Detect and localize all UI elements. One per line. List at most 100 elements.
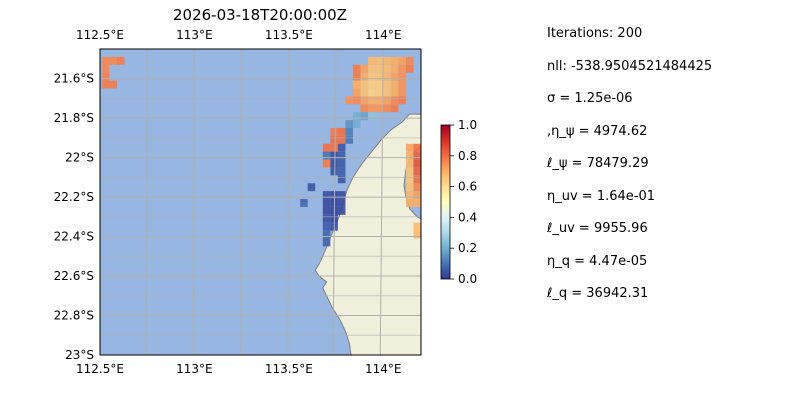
- heat-cell: [405, 56, 414, 65]
- heat-cell: [337, 206, 346, 215]
- heat-cell: [368, 88, 376, 97]
- heat-cell: [390, 88, 399, 97]
- heat-cell: [337, 143, 346, 152]
- heat-cell: [360, 104, 369, 113]
- x-tick-labels-bottom: 112.5°E 113°E 113.5°E 114°E: [76, 362, 401, 376]
- heat-cell: [101, 80, 110, 89]
- chart-title: 2026-03-18T20:00:00Z: [173, 6, 347, 24]
- heat-cell: [383, 96, 391, 105]
- y-tick-label: 21.6°S: [54, 72, 94, 86]
- heat-cell: [405, 199, 414, 207]
- y-tick-label: 22°S: [65, 151, 94, 165]
- heat-cell: [398, 72, 406, 81]
- heat-cell: [413, 143, 421, 152]
- heat-cell: [345, 127, 354, 136]
- heat-cell: [413, 175, 421, 184]
- heat-cell: [322, 199, 331, 207]
- heat-cell: [322, 230, 331, 239]
- meridian-line: [332, 48, 337, 356]
- heat-cell: [383, 72, 391, 81]
- heat-cell: [390, 96, 399, 105]
- heat-cell: [375, 72, 384, 81]
- x-tick-label-bottom: 113.5°E: [265, 362, 313, 376]
- y-tick-label: 22.4°S: [54, 230, 94, 244]
- heat-cell: [322, 151, 331, 160]
- heat-cell: [330, 167, 338, 176]
- heat-cell: [322, 206, 331, 215]
- heat-cell: [375, 88, 384, 97]
- meridian-line: [379, 48, 384, 356]
- heat-cell: [375, 80, 384, 89]
- heat-cell: [322, 143, 331, 152]
- colorbar: 0.0 0.2 0.4 0.6 0.8 1.0: [440, 118, 477, 286]
- heat-cell: [413, 191, 421, 200]
- colorbar-tick-label: 0.6: [458, 180, 477, 194]
- heat-cell: [322, 159, 331, 168]
- heat-cell: [405, 175, 414, 184]
- heat-cell: [413, 167, 421, 176]
- stat-nll: nll: -538.9504521484425: [547, 58, 713, 74]
- heat-cell: [330, 135, 338, 144]
- meridian-line: [240, 48, 243, 356]
- x-tick-label-bottom: 112.5°E: [76, 362, 124, 376]
- heat-cell: [375, 96, 384, 105]
- y-tick-label: 21.8°S: [54, 111, 94, 125]
- heat-cell: [322, 191, 331, 200]
- heat-cell: [375, 64, 384, 73]
- heat-cell: [398, 56, 406, 65]
- heat-cell: [368, 80, 376, 89]
- heat-cell: [383, 104, 391, 113]
- heat-cell: [390, 56, 399, 65]
- x-tick-label-top: 114°E: [365, 28, 402, 42]
- heat-cell: [330, 159, 338, 168]
- heat-cell: [375, 56, 384, 65]
- meridian-line: [192, 48, 195, 356]
- heat-cell: [413, 151, 421, 160]
- heat-cell: [353, 80, 361, 89]
- heat-cell: [360, 112, 369, 121]
- y-tick-label: 22.8°S: [54, 309, 94, 323]
- stat-sigma: σ = 1.25e-06: [547, 91, 633, 106]
- y-tick-label: 22.2°S: [54, 190, 94, 204]
- stat-eta-psi: ,η_ψ = 4974.62: [547, 123, 648, 139]
- heat-cell: [300, 199, 308, 207]
- fit-statistics-panel: Iterations: 200 nll: -538.9504521484425 …: [547, 18, 712, 311]
- heat-cell: [353, 88, 361, 97]
- heat-cell: [109, 80, 117, 89]
- heat-cell: [330, 143, 338, 152]
- meridian-line: [145, 48, 148, 356]
- heat-cell: [398, 96, 406, 105]
- heat-cell: [413, 222, 421, 231]
- heat-cell: [322, 214, 331, 223]
- heat-cell: [345, 135, 354, 144]
- heat-cell: [337, 159, 346, 168]
- heat-cell: [368, 104, 376, 113]
- heat-cell: [360, 64, 369, 73]
- heat-cell: [398, 88, 406, 97]
- heat-cell: [353, 120, 361, 128]
- colorbar-tick-label: 0.2: [458, 241, 477, 255]
- heat-cell: [337, 167, 346, 176]
- map-frame: [99, 48, 422, 356]
- x-tick-label-bottom: 114°E: [365, 362, 402, 376]
- heat-cell: [398, 64, 406, 73]
- heat-cell: [322, 222, 331, 231]
- heat-cell: [101, 64, 110, 73]
- colorbar-gradient: [440, 124, 451, 280]
- stat-eta-q: η_q = 4.47e-05: [547, 253, 648, 269]
- heat-cell: [337, 151, 346, 160]
- heat-cell: [368, 56, 376, 65]
- colorbar-tick-label: 0.4: [458, 210, 477, 224]
- heat-cell: [337, 127, 346, 136]
- heat-cell: [360, 72, 369, 81]
- x-tick-labels-top: 112.5°E 113°E 113.5°E 114°E: [76, 28, 401, 42]
- heat-cell: [337, 199, 346, 207]
- heat-cell: [330, 151, 338, 160]
- colorbar-tick-label: 0.0: [458, 272, 477, 286]
- heat-cell: [413, 199, 421, 207]
- heat-cell: [368, 96, 376, 105]
- x-tick-label-top: 112.5°E: [76, 28, 124, 42]
- heat-cell: [109, 56, 117, 65]
- heat-cell: [405, 64, 414, 73]
